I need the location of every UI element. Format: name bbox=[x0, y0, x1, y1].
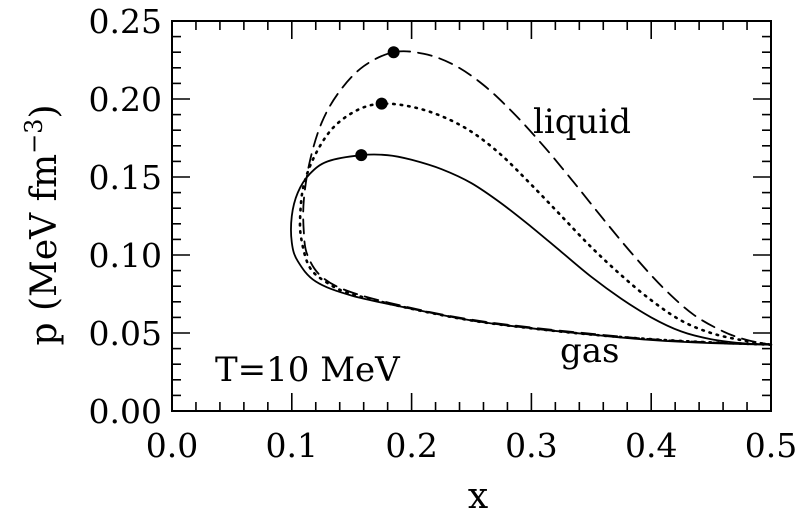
critical-point-dashed bbox=[387, 46, 400, 59]
x-tick-label: 0.1 bbox=[266, 426, 318, 465]
plot-frame bbox=[171, 20, 772, 412]
y-tick-label: 0.25 bbox=[89, 2, 162, 41]
series-curves bbox=[290, 50, 773, 346]
critical-points bbox=[355, 46, 400, 162]
y-axis-label: p (MeV fm−3) bbox=[20, 104, 65, 345]
y-axis-label-close: ) bbox=[24, 104, 65, 118]
critical-point-dotted bbox=[375, 97, 388, 110]
y-axis-label-superscript: −3 bbox=[20, 119, 48, 154]
critical-point-solid bbox=[355, 149, 368, 162]
x-tick-label: 0.5 bbox=[745, 426, 797, 465]
y-tick-label: 0.10 bbox=[89, 236, 162, 275]
x-axis-label: x bbox=[468, 476, 488, 514]
x-tick-labels: 0.0 0.1 0.2 0.3 0.4 0.5 bbox=[146, 426, 797, 465]
y-tick-label: 0.15 bbox=[89, 158, 162, 197]
series-line-solid bbox=[290, 153, 772, 346]
label-liquid: liquid bbox=[533, 102, 631, 142]
y-tick-label: 0.05 bbox=[89, 314, 162, 353]
x-tick-label: 0.4 bbox=[625, 426, 677, 465]
series-line-dashed bbox=[302, 50, 772, 346]
series-line-dotted bbox=[298, 102, 773, 346]
label-gas: gas bbox=[560, 331, 619, 371]
label-temperature: T=10 MeV bbox=[215, 350, 401, 390]
y-axis-label-main: p (MeV fm bbox=[24, 154, 65, 346]
y-tick-label: 0.00 bbox=[89, 392, 162, 431]
x-tick-label: 0.3 bbox=[505, 426, 557, 465]
y-tick-label: 0.20 bbox=[89, 80, 162, 119]
y-tick-labels: 0.00 0.05 0.10 0.15 0.20 0.25 bbox=[89, 2, 162, 431]
x-tick-label: 0.0 bbox=[146, 426, 198, 465]
x-tick-label: 0.2 bbox=[385, 426, 437, 465]
